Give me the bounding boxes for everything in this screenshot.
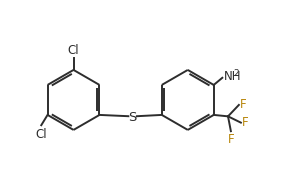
- Text: F: F: [242, 116, 249, 129]
- Text: S: S: [129, 111, 137, 124]
- Text: 2: 2: [233, 69, 238, 78]
- Text: Cl: Cl: [36, 128, 47, 141]
- Text: F: F: [240, 98, 247, 111]
- Text: NH: NH: [224, 70, 241, 83]
- Text: Cl: Cl: [68, 44, 79, 56]
- Text: F: F: [228, 133, 234, 147]
